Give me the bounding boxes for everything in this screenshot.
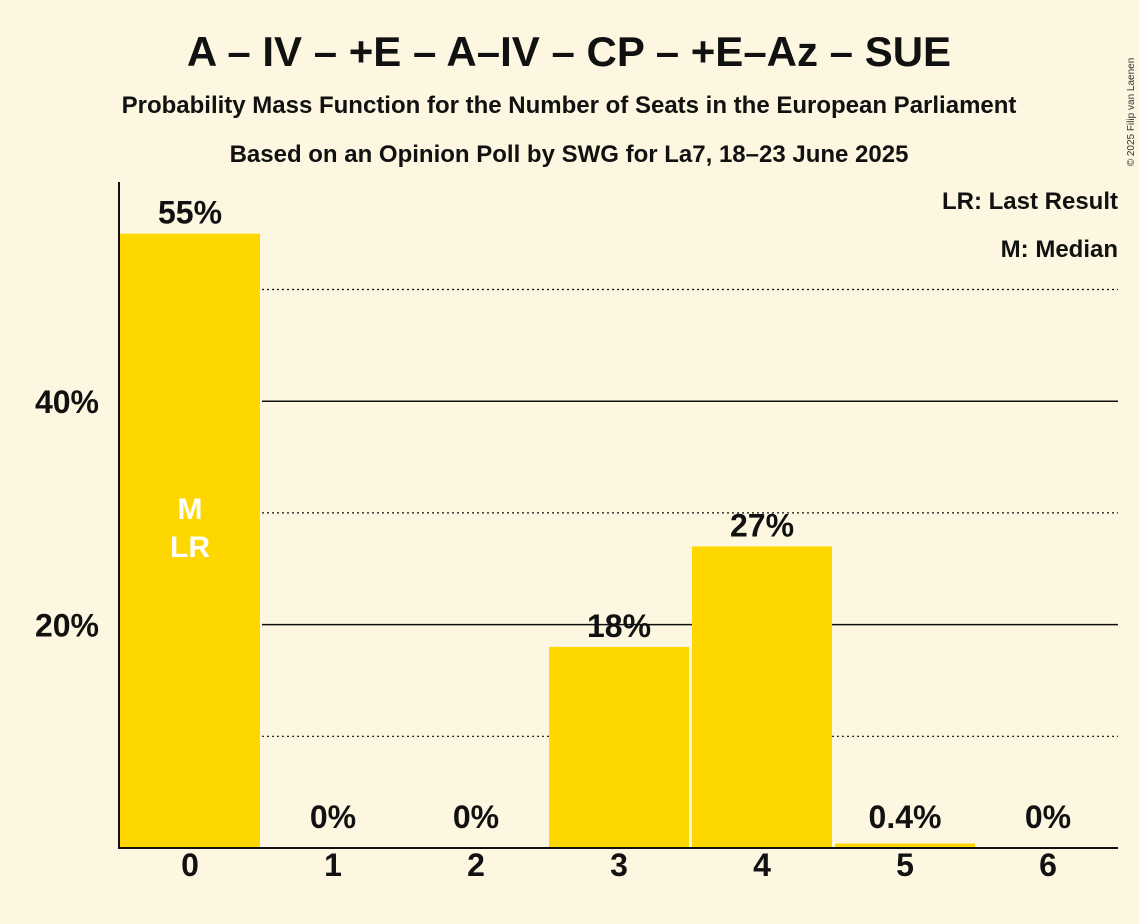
x-tick-label: 2: [467, 847, 485, 883]
x-tick-label: 0: [181, 847, 199, 883]
bars: [120, 233, 975, 848]
bar: [692, 546, 832, 848]
data-label: 0%: [310, 799, 356, 835]
x-tick-label: 5: [896, 847, 914, 883]
copyright-notice: © 2025 Filip van Laenen: [1126, 58, 1137, 167]
y-tick-label: 20%: [35, 608, 99, 644]
bar: [549, 646, 689, 848]
y-axis-ticks: 20% 40%: [35, 384, 99, 643]
x-tick-label: 4: [753, 847, 771, 883]
legend-last-result: LR: Last Result: [942, 188, 1118, 215]
x-tick-label: 1: [324, 847, 342, 883]
chart-subtitle-source: Based on an Opinion Poll by SWG for La7,…: [230, 141, 909, 168]
x-tick-label: 3: [610, 847, 628, 883]
data-label: 27%: [730, 507, 794, 543]
x-tick-label: 6: [1039, 847, 1057, 883]
chart-title: A – IV – +E – A–IV – CP – +E–Az – SUE: [187, 28, 951, 75]
bar-annotation: M: [178, 493, 203, 526]
data-label: 0.4%: [869, 799, 942, 835]
data-label: 55%: [158, 195, 222, 231]
bar: [120, 233, 260, 848]
y-tick-label: 40%: [35, 384, 99, 420]
x-axis-ticks: 0 1 2 3 4 5 6: [181, 847, 1057, 883]
bar: [835, 843, 975, 848]
bar-annotation: LR: [170, 531, 210, 564]
gridlines: [262, 288, 1118, 737]
chart-subtitle: Probability Mass Function for the Number…: [122, 92, 1017, 119]
data-label: 18%: [587, 608, 651, 644]
data-label: 0%: [453, 799, 499, 835]
data-label: 0%: [1025, 799, 1071, 835]
data-labels: 55% M LR 0% 0% 18% 27% 0.4% 0%: [158, 195, 1071, 835]
legend-median: M: Median: [1001, 236, 1118, 263]
